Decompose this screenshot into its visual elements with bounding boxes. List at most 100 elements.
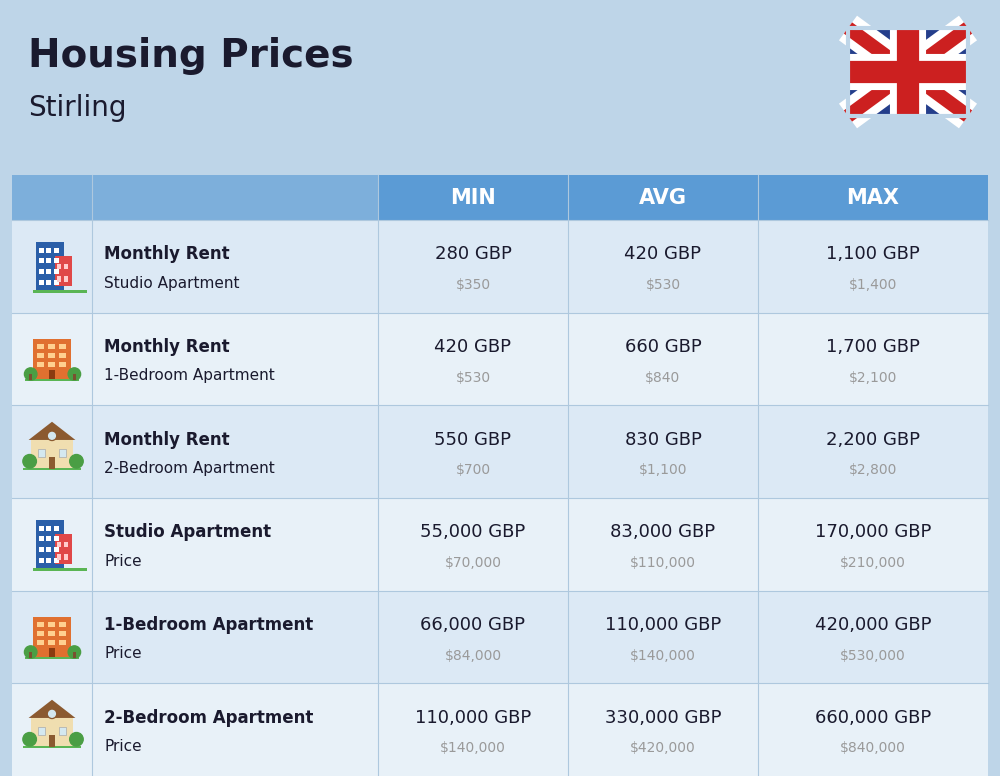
Bar xyxy=(54,248,59,252)
Bar xyxy=(12,684,988,776)
Bar xyxy=(59,362,66,367)
Text: Studio Apartment: Studio Apartment xyxy=(104,523,271,542)
Bar xyxy=(12,175,92,220)
Circle shape xyxy=(49,432,55,439)
Text: 170,000 GBP: 170,000 GBP xyxy=(815,523,931,542)
Text: $2,800: $2,800 xyxy=(849,463,897,477)
Circle shape xyxy=(70,733,83,746)
Bar xyxy=(25,379,79,381)
Bar xyxy=(59,353,66,359)
Bar xyxy=(59,344,66,349)
Text: MIN: MIN xyxy=(450,188,496,207)
Text: Stirling: Stirling xyxy=(28,94,126,122)
Bar xyxy=(39,258,44,263)
Bar xyxy=(49,370,55,379)
Bar xyxy=(378,175,568,220)
Bar xyxy=(59,631,66,636)
Bar xyxy=(46,269,51,274)
Bar xyxy=(54,269,59,274)
Bar xyxy=(38,449,45,457)
Bar xyxy=(59,449,66,457)
Text: $2,100: $2,100 xyxy=(849,370,897,385)
Bar xyxy=(54,536,59,542)
Bar xyxy=(54,280,59,285)
Text: 2-Bedroom Apartment: 2-Bedroom Apartment xyxy=(104,708,313,726)
Bar xyxy=(37,640,44,645)
Bar xyxy=(54,525,59,531)
Bar xyxy=(36,241,64,291)
Text: Price: Price xyxy=(104,553,142,569)
Bar xyxy=(36,520,64,569)
Bar xyxy=(64,264,68,269)
Bar xyxy=(57,276,61,282)
Bar xyxy=(23,746,81,748)
Text: Monthly Rent: Monthly Rent xyxy=(104,245,230,263)
Text: $1,100: $1,100 xyxy=(639,463,687,477)
Bar xyxy=(57,542,61,547)
Text: 66,000 GBP: 66,000 GBP xyxy=(420,616,526,634)
Bar xyxy=(59,640,66,645)
Text: $530: $530 xyxy=(645,278,681,292)
Bar xyxy=(39,547,44,553)
Bar xyxy=(49,735,55,747)
Text: AVG: AVG xyxy=(639,188,687,207)
Text: $420,000: $420,000 xyxy=(630,741,696,755)
Bar xyxy=(48,353,55,359)
Text: 660,000 GBP: 660,000 GBP xyxy=(815,708,931,726)
Circle shape xyxy=(47,709,57,719)
Bar xyxy=(48,344,55,349)
Bar xyxy=(55,256,72,286)
Bar xyxy=(57,264,61,269)
Bar xyxy=(33,338,71,379)
Text: 83,000 GBP: 83,000 GBP xyxy=(610,523,716,542)
Circle shape xyxy=(24,368,37,380)
Circle shape xyxy=(47,431,57,441)
Bar xyxy=(39,536,44,542)
Text: 420 GBP: 420 GBP xyxy=(434,338,512,356)
Text: 830 GBP: 830 GBP xyxy=(625,431,701,449)
Text: 280 GBP: 280 GBP xyxy=(435,245,511,263)
Bar xyxy=(848,28,968,116)
Text: 660 GBP: 660 GBP xyxy=(625,338,701,356)
Bar xyxy=(37,344,44,349)
Bar xyxy=(39,269,44,274)
Bar xyxy=(49,457,55,469)
Text: $840,000: $840,000 xyxy=(840,741,906,755)
Bar xyxy=(59,622,66,627)
Bar xyxy=(848,28,968,116)
Bar xyxy=(25,656,79,659)
Bar xyxy=(73,652,76,658)
Bar xyxy=(49,649,55,657)
Bar xyxy=(33,289,87,293)
Text: 1,700 GBP: 1,700 GBP xyxy=(826,338,920,356)
Bar xyxy=(33,617,71,657)
Bar xyxy=(12,220,988,313)
Bar xyxy=(29,374,32,380)
Bar xyxy=(46,280,51,285)
Text: $70,000: $70,000 xyxy=(444,556,502,570)
Text: Price: Price xyxy=(104,646,142,661)
Text: $140,000: $140,000 xyxy=(440,741,506,755)
Bar xyxy=(33,568,87,571)
Circle shape xyxy=(23,455,36,468)
Text: 110,000 GBP: 110,000 GBP xyxy=(605,616,721,634)
Circle shape xyxy=(23,733,36,746)
Text: 55,000 GBP: 55,000 GBP xyxy=(420,523,526,542)
Bar xyxy=(48,362,55,367)
Bar xyxy=(37,362,44,367)
Text: 550 GBP: 550 GBP xyxy=(434,431,512,449)
Bar xyxy=(37,622,44,627)
Text: $350: $350 xyxy=(455,278,491,292)
Bar xyxy=(73,374,76,380)
Bar xyxy=(37,353,44,359)
Text: 420,000 GBP: 420,000 GBP xyxy=(815,616,931,634)
Text: 1-Bedroom Apartment: 1-Bedroom Apartment xyxy=(104,368,275,383)
Text: 420 GBP: 420 GBP xyxy=(624,245,702,263)
Bar xyxy=(31,440,73,469)
Polygon shape xyxy=(29,422,75,440)
Bar xyxy=(92,175,378,220)
Text: 1-Bedroom Apartment: 1-Bedroom Apartment xyxy=(104,616,313,634)
Bar xyxy=(46,525,51,531)
Bar xyxy=(12,313,988,405)
Text: $140,000: $140,000 xyxy=(630,649,696,663)
